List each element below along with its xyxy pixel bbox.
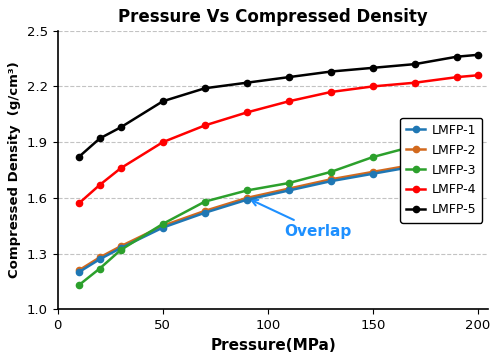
LMFP-3 — [76, 283, 82, 287]
LMFP-5 — [454, 55, 460, 59]
LMFP-4 — [328, 90, 334, 94]
LMFP-4 — [76, 201, 82, 206]
LMFP-5 — [202, 86, 208, 91]
LMFP-5 — [160, 99, 166, 104]
LMFP-5 — [118, 125, 124, 130]
LMFP-3 — [286, 181, 292, 185]
LMFP-3 — [475, 132, 481, 137]
Line: LMFP-4: LMFP-4 — [76, 72, 481, 206]
LMFP-5 — [328, 69, 334, 74]
LMFP-5 — [76, 155, 82, 159]
LMFP-4 — [454, 75, 460, 79]
LMFP-1 — [454, 158, 460, 163]
LMFP-2 — [160, 223, 166, 228]
LMFP-3 — [454, 136, 460, 140]
LMFP-4 — [160, 140, 166, 144]
LMFP-4 — [202, 123, 208, 127]
LMFP-4 — [244, 110, 250, 114]
LMFP-3 — [202, 199, 208, 204]
LMFP-4 — [286, 99, 292, 104]
LMFP-3 — [118, 248, 124, 252]
Line: LMFP-2: LMFP-2 — [76, 152, 481, 274]
LMFP-1 — [160, 226, 166, 230]
Text: Overlap: Overlap — [252, 200, 352, 239]
LMFP-1 — [328, 179, 334, 183]
LMFP-2 — [412, 162, 418, 167]
LMFP-2 — [328, 177, 334, 182]
Line: LMFP-5: LMFP-5 — [76, 52, 481, 160]
LMFP-5 — [370, 66, 376, 70]
LMFP-4 — [412, 81, 418, 85]
LMFP-2 — [202, 209, 208, 213]
LMFP-2 — [244, 196, 250, 200]
LMFP-5 — [286, 75, 292, 79]
LMFP-1 — [244, 197, 250, 202]
LMFP-1 — [118, 246, 124, 250]
LMFP-3 — [97, 266, 103, 271]
LMFP-1 — [286, 188, 292, 193]
LMFP-2 — [76, 268, 82, 273]
LMFP-3 — [244, 188, 250, 193]
LMFP-5 — [97, 136, 103, 140]
LMFP-2 — [118, 244, 124, 248]
LMFP-1 — [202, 210, 208, 215]
LMFP-4 — [118, 166, 124, 170]
LMFP-4 — [97, 183, 103, 187]
LMFP-5 — [475, 53, 481, 57]
LMFP-3 — [370, 155, 376, 159]
X-axis label: Pressure(MPa): Pressure(MPa) — [210, 338, 336, 353]
Line: LMFP-1: LMFP-1 — [76, 154, 481, 275]
LMFP-1 — [76, 270, 82, 274]
LMFP-3 — [160, 222, 166, 226]
LMFP-1 — [412, 164, 418, 169]
LMFP-1 — [370, 171, 376, 176]
LMFP-5 — [244, 81, 250, 85]
LMFP-1 — [475, 155, 481, 159]
LMFP-2 — [286, 186, 292, 191]
LMFP-3 — [412, 144, 418, 148]
Legend: LMFP-1, LMFP-2, LMFP-3, LMFP-4, LMFP-5: LMFP-1, LMFP-2, LMFP-3, LMFP-4, LMFP-5 — [400, 118, 482, 222]
LMFP-4 — [475, 73, 481, 77]
LMFP-4 — [370, 84, 376, 88]
LMFP-2 — [475, 153, 481, 157]
LMFP-5 — [412, 62, 418, 66]
LMFP-2 — [370, 170, 376, 174]
Line: LMFP-3: LMFP-3 — [76, 132, 481, 288]
LMFP-2 — [97, 255, 103, 260]
LMFP-3 — [328, 170, 334, 174]
LMFP-1 — [97, 257, 103, 261]
LMFP-2 — [454, 157, 460, 161]
Title: Pressure Vs Compressed Density: Pressure Vs Compressed Density — [118, 8, 428, 26]
Y-axis label: Compressed Density  (g/cm³): Compressed Density (g/cm³) — [8, 62, 22, 278]
